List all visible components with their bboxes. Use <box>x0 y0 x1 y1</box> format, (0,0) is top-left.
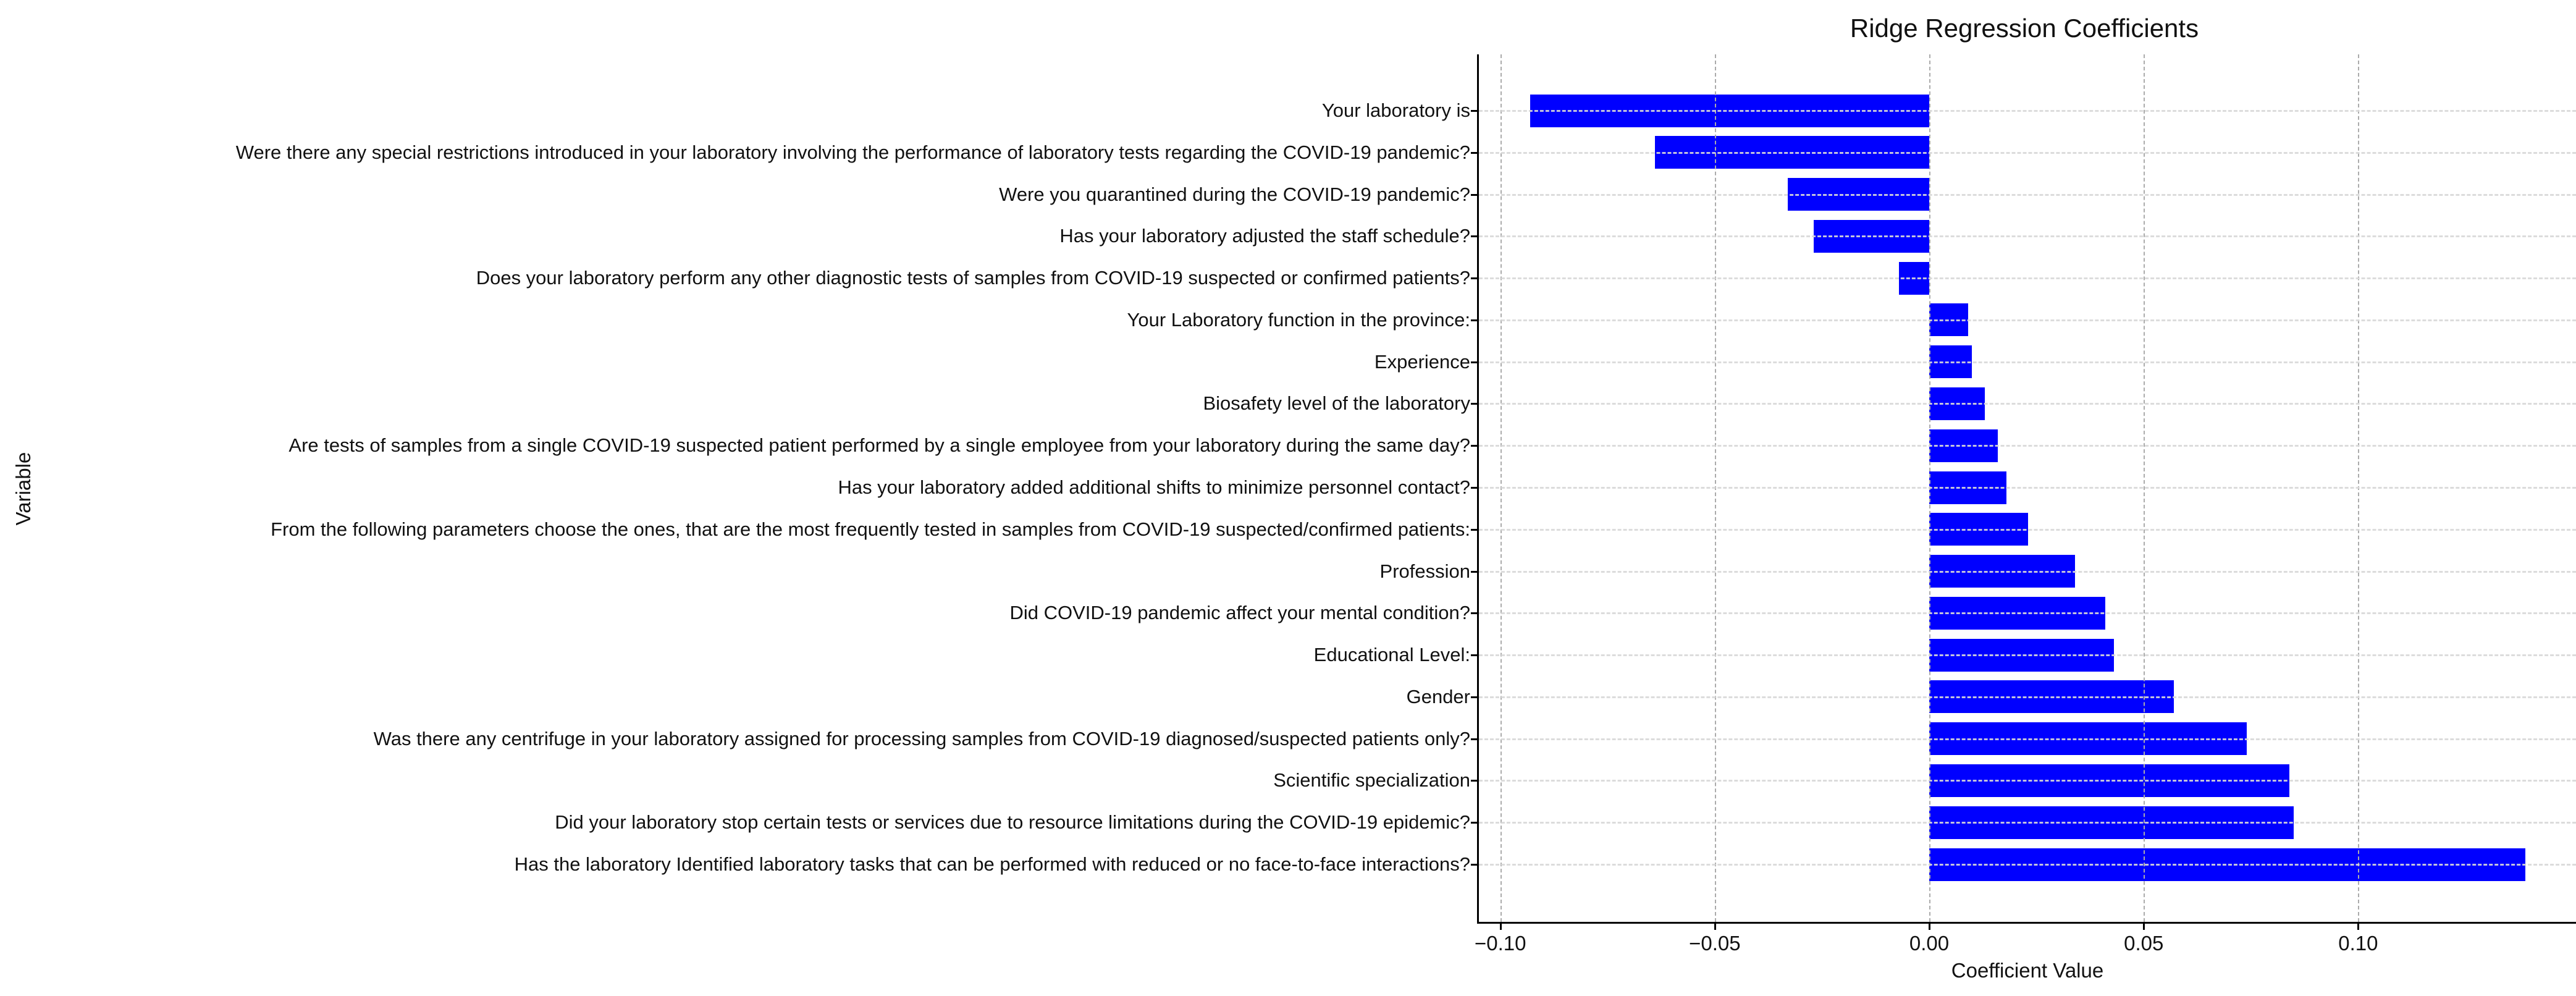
y-gridline <box>1479 361 2576 363</box>
y-tick-mark <box>1471 403 1479 405</box>
y-tick-mark <box>1471 780 1479 782</box>
y-gridline <box>1479 487 2576 489</box>
x-tick-label: −0.05 <box>1689 932 1741 955</box>
x-tick-mark <box>1714 922 1716 930</box>
category-label: Gender <box>1406 685 1470 707</box>
y-axis-label: Variable <box>12 452 35 526</box>
y-gridline <box>1479 822 2576 824</box>
x-tick-mark <box>2143 922 2145 930</box>
y-tick-mark <box>1471 110 1479 112</box>
x-tick-mark <box>1929 922 1931 930</box>
x-tick-label: 0.00 <box>1909 932 1950 955</box>
category-label: Your laboratory is <box>1321 99 1470 121</box>
category-label: Was there any centrifuge in your laborat… <box>373 727 1470 749</box>
y-gridline <box>1479 235 2576 238</box>
y-gridline <box>1479 864 2576 866</box>
y-tick-mark <box>1471 696 1479 698</box>
y-gridline <box>1479 193 2576 196</box>
category-label: From the following parameters choose the… <box>271 518 1470 540</box>
y-gridline <box>1479 110 2576 112</box>
x-tick-label: 0.10 <box>2338 932 2378 955</box>
y-tick-mark <box>1471 570 1479 573</box>
y-tick-mark <box>1471 822 1479 824</box>
category-label: Educational Level: <box>1313 644 1470 666</box>
chart-title: Ridge Regression Coefficients <box>1850 14 2199 43</box>
category-label: Profession <box>1379 560 1470 582</box>
y-gridline <box>1479 528 2576 531</box>
y-tick-mark <box>1471 193 1479 196</box>
y-tick-mark <box>1471 738 1479 740</box>
x-axis-label: Coefficient Value <box>1951 959 2104 982</box>
category-label: Has the laboratory Identified laboratory… <box>514 853 1470 875</box>
category-label: Scientific specialization <box>1273 769 1470 791</box>
y-gridline <box>1479 780 2576 782</box>
y-tick-mark <box>1471 528 1479 531</box>
y-gridline <box>1479 151 2576 154</box>
y-gridline <box>1479 403 2576 405</box>
category-label: Are tests of samples from a single COVID… <box>288 434 1470 457</box>
y-gridline <box>1479 319 2576 321</box>
y-tick-mark <box>1471 319 1479 321</box>
y-tick-mark <box>1471 487 1479 489</box>
x-tick-label: 0.05 <box>2124 932 2164 955</box>
category-label: Did COVID-19 pandemic affect your mental… <box>1009 602 1470 624</box>
y-tick-mark <box>1471 654 1479 657</box>
y-axis-spine <box>1477 54 1479 924</box>
x-tick-label: −0.10 <box>1474 932 1526 955</box>
y-tick-mark <box>1471 864 1479 866</box>
y-tick-mark <box>1471 277 1479 280</box>
x-axis-spine <box>1477 922 2576 924</box>
category-label: Has your laboratory added additional shi… <box>838 476 1470 498</box>
y-gridline <box>1479 277 2576 280</box>
x-tick-mark <box>1499 922 1502 930</box>
category-label: Biosafety level of the laboratory <box>1203 392 1470 415</box>
y-tick-mark <box>1471 361 1479 363</box>
y-tick-mark <box>1471 235 1479 238</box>
category-label: Did your laboratory stop certain tests o… <box>555 811 1470 834</box>
y-gridline <box>1479 570 2576 573</box>
x-tick-mark <box>2357 922 2360 930</box>
y-gridline <box>1479 738 2576 740</box>
category-label: Were you quarantined during the COVID-19… <box>999 183 1470 205</box>
y-gridline <box>1479 654 2576 657</box>
y-gridline <box>1479 696 2576 698</box>
y-gridline <box>1479 612 2576 615</box>
category-label: Does your laboratory perform any other d… <box>476 267 1470 289</box>
category-label: Your Laboratory function in the province… <box>1127 308 1471 331</box>
y-tick-mark <box>1471 445 1479 447</box>
category-label: Has your laboratory adjusted the staff s… <box>1059 225 1470 247</box>
y-tick-mark <box>1471 151 1479 154</box>
y-gridline <box>1479 445 2576 447</box>
category-label: Were there any special restrictions intr… <box>235 141 1470 163</box>
category-label: Experience <box>1374 350 1470 373</box>
y-tick-mark <box>1471 612 1479 615</box>
